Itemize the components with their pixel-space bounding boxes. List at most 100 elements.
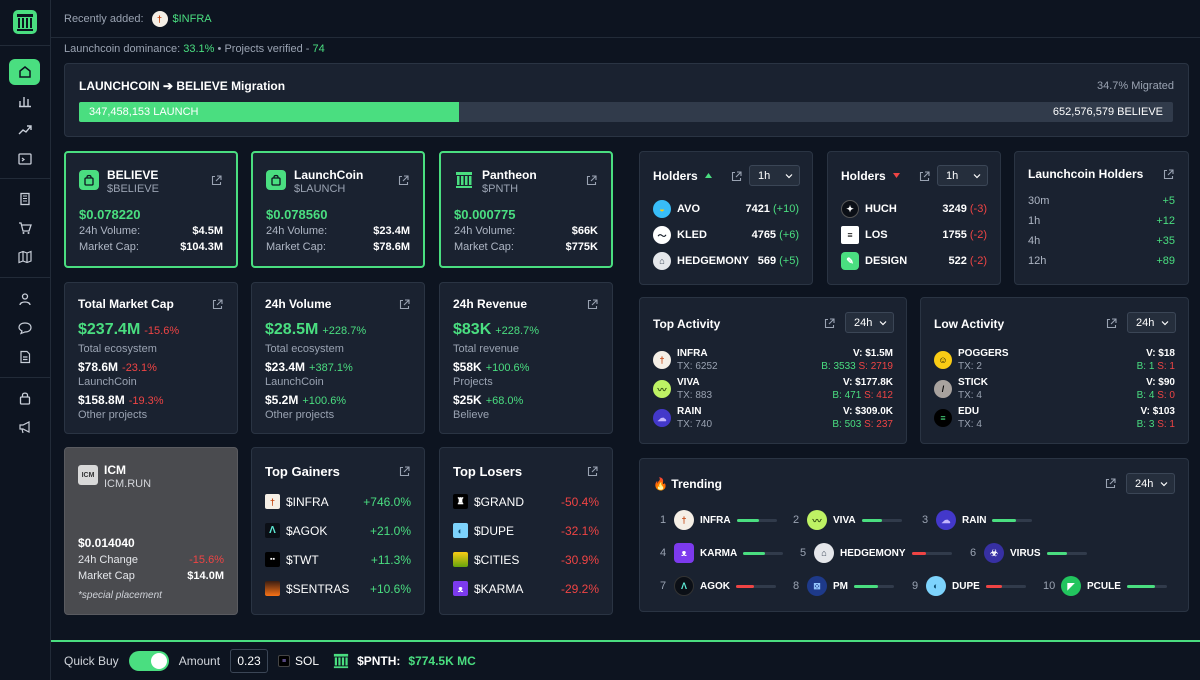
- terminal-icon[interactable]: [9, 146, 40, 172]
- amount-input[interactable]: 0.23: [230, 649, 269, 673]
- agok-token-icon: Λ: [674, 576, 694, 596]
- trending-up-icon[interactable]: [9, 117, 40, 143]
- megaphone-icon[interactable]: [9, 414, 40, 440]
- holder-row[interactable]: ◒ AVO 7421 (+10): [653, 200, 799, 218]
- migration-panel: LAUNCHCOIN ➔ BELIEVE Migration 34.7% Mig…: [64, 63, 1189, 137]
- trending-item[interactable]: 7 Λ AGOK: [660, 576, 776, 596]
- token-symbol: $BELIEVE: [107, 183, 159, 195]
- cart-icon[interactable]: [9, 215, 40, 241]
- period-select[interactable]: 1h: [937, 165, 988, 186]
- bar-chart-icon[interactable]: [9, 88, 40, 114]
- external-link-icon[interactable]: [211, 175, 222, 186]
- home-icon[interactable]: [9, 59, 40, 85]
- period-select[interactable]: 1h: [749, 165, 800, 186]
- trending-item[interactable]: 3 ☁ RAIN: [922, 510, 1033, 530]
- external-link-icon[interactable]: [399, 466, 410, 477]
- activity-row[interactable]: ☺ POGGERS TX: 2 V: $18 B: 1 S: 1: [934, 348, 1175, 376]
- believe-token-card[interactable]: BELIEVE $BELIEVE $0.078220 24h Volume: $4…: [64, 151, 238, 268]
- pantheon-logo-icon[interactable]: [12, 9, 38, 35]
- chat-icon[interactable]: [9, 315, 40, 341]
- holder-row[interactable]: ✎ DESIGN 522 (-2): [841, 252, 987, 270]
- launchcoin-token-card[interactable]: LaunchCoin $LAUNCH $0.078560 24h Volume:…: [251, 151, 425, 268]
- mcap-value: $78.6M: [373, 241, 410, 253]
- trending-bar-fill: [911, 551, 926, 555]
- gainer-row[interactable]: $SENTRAS +10.6%: [265, 581, 411, 596]
- gainer-change: +11.3%: [370, 552, 411, 567]
- period-select[interactable]: 24h: [845, 312, 894, 333]
- external-link-icon[interactable]: [399, 299, 410, 310]
- external-link-icon[interactable]: [587, 466, 598, 477]
- external-link-icon[interactable]: [398, 175, 409, 186]
- lock-icon[interactable]: [9, 385, 40, 411]
- trending-item[interactable]: 6 ☣ VIRUS: [970, 543, 1087, 563]
- activity-name: VIVA: [677, 377, 700, 388]
- trending-item[interactable]: 2 〰 VIVA: [793, 510, 902, 530]
- period-select[interactable]: 24h: [1127, 312, 1176, 333]
- gainer-row[interactable]: Λ $AGOK +21.0%: [265, 523, 411, 538]
- gainer-change: +746.0%: [363, 494, 411, 509]
- trending-item[interactable]: 5 ⌂ HEDGEMONY: [800, 543, 952, 563]
- hedgemony-token-icon: ⌂: [814, 543, 834, 563]
- holder-row[interactable]: ✦ HUCH 3249 (-3): [841, 200, 987, 218]
- loser-row[interactable]: $CITIES -30.9%: [453, 552, 599, 567]
- recently-added-label: Recently added:: [64, 12, 144, 25]
- loser-row[interactable]: ♜ $GRAND -50.4%: [453, 494, 599, 509]
- activity-row[interactable]: † INFRA TX: 6252 V: $1.5M B: 3533 S: 271…: [653, 348, 893, 376]
- gainer-row[interactable]: ▪▪ $TWT +11.3%: [265, 552, 411, 567]
- trending-item[interactable]: 10 ◤ PCULE: [1043, 576, 1167, 596]
- activity-row[interactable]: ≡ EDU TX: 4 V: $103 B: 3 S: 1: [934, 406, 1175, 434]
- icm-card[interactable]: ICM ICM ICM.RUN $0.014040 24h Change -15.…: [64, 447, 238, 615]
- activity-sells: S: 1: [1157, 361, 1175, 372]
- holder-row[interactable]: 〜 KLED 4765 (+6): [653, 226, 799, 244]
- currency-selector[interactable]: ≡ SOL: [278, 654, 319, 668]
- launchcoin-holders-card: Launchcoin Holders 30m +5 1h +12 4h +35 12h…: [1014, 151, 1189, 285]
- building-icon[interactable]: [9, 186, 40, 212]
- period-delta: +12: [1156, 215, 1175, 227]
- map-icon[interactable]: [9, 244, 40, 270]
- quick-buy-toggle[interactable]: [128, 651, 169, 671]
- activity-row[interactable]: 〰 VIVA TX: 883 V: $177.8K B: 471 S: 412: [653, 377, 893, 405]
- activity-sells: S: 237: [864, 419, 893, 430]
- activity-volume: V: $90: [1146, 377, 1175, 388]
- document-icon[interactable]: [9, 344, 40, 370]
- trending-rank: 4: [660, 547, 667, 559]
- holders-loss-card: Holders 1h ✦ HUCH 3249 (-3) ≡ LOS 1755 (-2) …: [827, 151, 1001, 285]
- activity-tx: TX: 2: [958, 361, 982, 372]
- token-volume-row: 24h Volume: $66K: [454, 225, 598, 237]
- chevron-down-icon: [973, 174, 981, 179]
- user-icon[interactable]: [9, 286, 40, 312]
- trending-item[interactable]: 8 ⊠ PM: [793, 576, 894, 596]
- icm-note: *special placement: [78, 590, 162, 601]
- trending-item[interactable]: 9 ◐ DUPE: [912, 576, 1026, 596]
- external-link-icon[interactable]: [212, 299, 223, 310]
- mcap-label: Market Cap:: [79, 241, 139, 253]
- external-link-icon[interactable]: [824, 318, 835, 329]
- big-label: Total ecosystem: [78, 343, 157, 355]
- external-link-icon[interactable]: [1106, 318, 1117, 329]
- external-link-icon[interactable]: [587, 299, 598, 310]
- trending-bar: [985, 584, 1026, 588]
- external-link-icon[interactable]: [586, 175, 597, 186]
- sub-label: Projects: [453, 376, 493, 388]
- activity-name: STICK: [958, 377, 988, 388]
- trending-item[interactable]: 1 † INFRA: [660, 510, 777, 530]
- holder-row[interactable]: ⌂ HEDGEMONY 569 (+5): [653, 252, 799, 270]
- loser-row[interactable]: ◐ $DUPE -32.1%: [453, 523, 599, 538]
- external-link-icon[interactable]: [1105, 478, 1116, 489]
- card-title: Trending: [671, 477, 722, 491]
- activity-row[interactable]: / STICK TX: 4 V: $90 B: 4 S: 0: [934, 377, 1175, 405]
- trending-item[interactable]: 4 ᴥ KARMA: [660, 543, 784, 563]
- holder-row[interactable]: ≡ LOS 1755 (-2): [841, 226, 987, 244]
- recent-token-chip[interactable]: † $INFRA: [151, 10, 212, 27]
- external-link-icon[interactable]: [1163, 169, 1174, 180]
- external-link-icon[interactable]: [919, 171, 930, 182]
- external-link-icon[interactable]: [731, 171, 742, 182]
- trending-bar: [1046, 551, 1087, 555]
- icm-logo-icon: ICM: [78, 465, 98, 485]
- period-select[interactable]: 24h: [1126, 473, 1175, 494]
- gainer-row[interactable]: † $INFRA +746.0%: [265, 494, 411, 509]
- pantheon-token-card[interactable]: Pantheon $PNTH $0.000775 24h Volume: $66K…: [439, 151, 613, 268]
- trending-bar: [992, 518, 1033, 522]
- activity-row[interactable]: ☁ RAIN TX: 740 V: $309.0K B: 503 S: 237: [653, 406, 893, 434]
- loser-row[interactable]: ᴥ $KARMA -29.2%: [453, 581, 599, 596]
